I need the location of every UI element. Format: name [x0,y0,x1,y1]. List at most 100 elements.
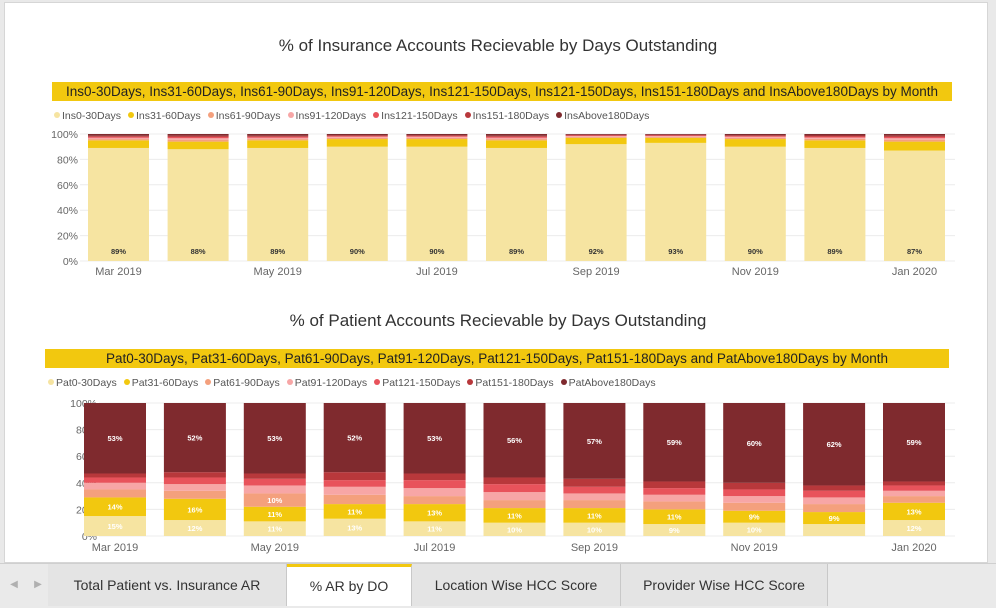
bar-segment[interactable] [163,477,226,485]
legend-item[interactable]: InsAbove180Days [556,110,649,122]
bar-segment[interactable] [563,493,626,501]
bar-segment[interactable] [804,135,866,137]
bar-segment[interactable] [323,480,386,487]
bar-segment[interactable] [486,140,547,148]
legend-item[interactable]: Ins61-90Days [207,110,281,122]
bar-segment[interactable] [724,139,786,147]
bar-segment[interactable] [167,136,229,139]
bar-segment[interactable] [803,512,866,525]
bar-segment[interactable] [84,403,146,474]
bar-segment[interactable] [167,135,229,137]
legend-item[interactable]: Pat151-180Days [467,377,554,389]
legend-item[interactable]: Pat31-60Days [123,377,198,389]
bar-segment[interactable] [883,502,945,521]
bar-segment[interactable] [243,485,306,494]
bar-segment[interactable] [884,134,945,136]
bar-segment[interactable] [323,518,386,536]
bar-segment[interactable] [804,140,866,148]
bar-segment[interactable] [243,506,306,522]
bar-segment[interactable] [88,147,149,261]
bar-segment[interactable] [167,134,229,136]
bar-segment[interactable] [326,146,388,261]
bar-segment[interactable] [406,146,468,261]
bar-segment[interactable] [84,473,146,478]
bar-segment[interactable] [163,520,226,536]
bar-segment[interactable] [403,488,466,497]
bar-segment[interactable] [323,403,386,473]
bar-segment[interactable] [167,149,229,261]
bar-segment[interactable] [803,497,866,505]
bar-segment[interactable] [565,144,627,261]
bar-segment[interactable] [565,135,627,137]
bar-segment[interactable] [163,472,226,478]
insurance-stacked-bar-chart[interactable]: 0% 20% 40% 60% 80% 100% 89% 88% 89% 90% 90% 89% 92% 9… [0,0,996,290]
bar-segment[interactable] [483,492,546,501]
bar-segment[interactable] [645,134,707,136]
bar-segment[interactable] [483,477,546,485]
bar-segment[interactable] [723,489,786,497]
bar-segment[interactable] [486,139,547,141]
bar-segment[interactable] [565,134,627,136]
bar-segment[interactable] [723,482,786,490]
bar-segment[interactable] [804,136,866,138]
bar-segment[interactable] [643,509,706,525]
tab-total-patient-vs-insurance[interactable]: Total Patient vs. Insurance AR [48,564,287,606]
bar-segment[interactable] [565,136,627,137]
legend-item[interactable]: Pat91-120Days [286,377,367,389]
bar-segment[interactable] [723,502,786,511]
bar-segment[interactable] [403,496,466,505]
bar-segment[interactable] [84,482,146,490]
bar-segment[interactable] [88,135,149,137]
bar-segment[interactable] [243,403,306,474]
bar-segment[interactable] [486,147,547,261]
bar-segment[interactable] [163,490,226,499]
bar-segment[interactable] [403,504,466,522]
bar-segment[interactable] [167,138,229,140]
bar-segment[interactable] [403,480,466,489]
bar-segment[interactable] [803,485,866,491]
bar-segment[interactable] [406,136,468,138]
bar-segment[interactable] [326,136,388,138]
bar-segment[interactable] [88,134,149,136]
bar-segment[interactable] [563,486,626,494]
bar-segment[interactable] [403,521,466,536]
bar-segment[interactable] [645,134,707,135]
bar-segment[interactable] [884,136,945,139]
bar-segment[interactable] [804,137,866,139]
bar-segment[interactable] [563,522,626,536]
bar-segment[interactable] [884,150,945,261]
bar-segment[interactable] [406,136,468,137]
legend-item[interactable]: Ins0-30Days [54,110,121,122]
bar-segment[interactable] [247,147,309,261]
bar-segment[interactable] [247,137,309,140]
bar-segment[interactable] [643,494,706,502]
bar-segment[interactable] [565,134,627,135]
bar-segment[interactable] [645,137,707,143]
bar-segment[interactable] [406,134,468,136]
bar-segment[interactable] [563,403,626,479]
chevron-left-icon[interactable]: ◀ [10,579,18,590]
bar-segment[interactable] [88,140,149,148]
bar-segment[interactable] [724,135,786,137]
bar-segment[interactable] [563,478,626,487]
bar-segment[interactable] [565,137,627,145]
bar-segment[interactable] [84,489,146,498]
bar-segment[interactable] [163,403,226,473]
patient-stacked-bar-chart[interactable]: 0%20%40%60%80%100%15%14%53%12%16%52%11%1… [0,290,996,563]
bar-segment[interactable] [167,141,229,150]
bar-segment[interactable] [88,136,149,138]
bar-segment[interactable] [804,138,866,141]
bar-segment[interactable] [883,496,945,503]
bar-segment[interactable] [723,522,786,536]
bar-segment[interactable] [724,136,786,137]
bar-segment[interactable] [565,136,627,138]
bar-segment[interactable] [724,134,786,136]
bar-segment[interactable] [643,488,706,495]
bar-segment[interactable] [724,136,786,138]
bar-segment[interactable] [883,481,945,486]
bar-segment[interactable] [326,135,388,137]
bar-segment[interactable] [884,138,945,140]
bar-segment[interactable] [163,484,226,491]
bar-segment[interactable] [247,139,309,141]
bar-segment[interactable] [167,139,229,142]
